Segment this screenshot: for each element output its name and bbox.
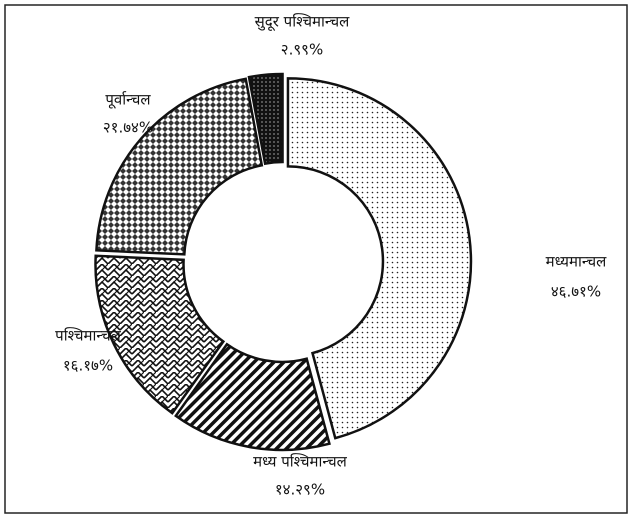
donut-segment (94, 254, 226, 415)
donut-segment (95, 77, 264, 256)
donut-segment (247, 72, 284, 166)
value-label: १६.१७% (63, 357, 113, 375)
category-label: मध्य पश्चिमान्चल (253, 453, 348, 471)
category-label: सुदूर पश्चिमान्चल (255, 13, 350, 32)
value-label: ४६.७१% (551, 283, 601, 301)
frame (4, 4, 628, 514)
value-label: २.९९% (281, 41, 323, 59)
category-label: पश्चिमान्चल (55, 327, 121, 345)
donut-segment (286, 77, 473, 440)
donut-segment (174, 342, 331, 452)
value-label: २१.७४% (103, 119, 153, 137)
value-label: १४.२९% (275, 481, 325, 499)
category-label: पूर्वान्चल (105, 91, 151, 110)
category-label: मध्यमान्चल (546, 253, 607, 271)
